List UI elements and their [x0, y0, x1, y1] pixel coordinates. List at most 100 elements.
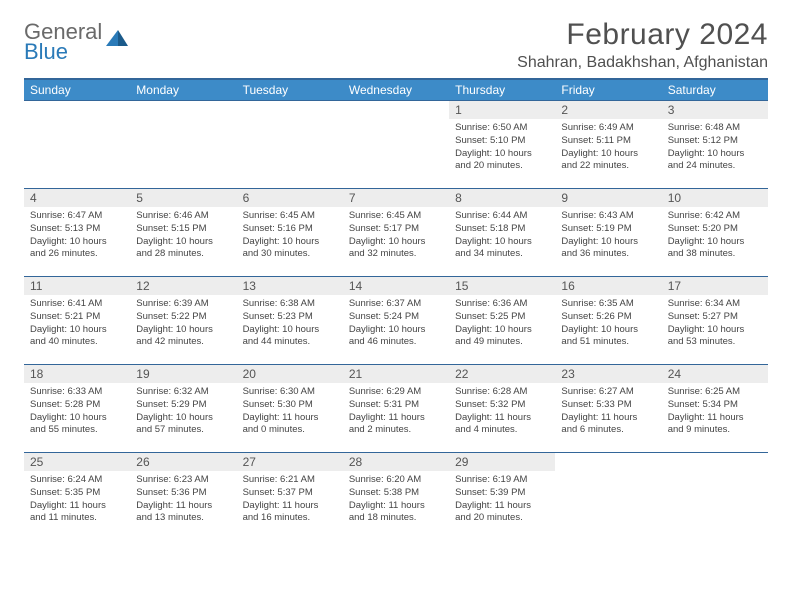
day-details: Sunrise: 6:46 AMSunset: 5:15 PMDaylight:…: [130, 207, 236, 265]
sunset-text: Sunset: 5:11 PM: [561, 135, 655, 148]
day-details: Sunrise: 6:30 AMSunset: 5:30 PMDaylight:…: [237, 383, 343, 441]
logo: General Blue: [24, 22, 130, 62]
calendar-cell: [237, 101, 343, 189]
day-details: Sunrise: 6:21 AMSunset: 5:37 PMDaylight:…: [237, 471, 343, 529]
day-number: 18: [24, 365, 130, 383]
day-details: Sunrise: 6:49 AMSunset: 5:11 PMDaylight:…: [555, 119, 661, 177]
day-details: Sunrise: 6:34 AMSunset: 5:27 PMDaylight:…: [662, 295, 768, 353]
sunrise-text: Sunrise: 6:19 AM: [455, 474, 549, 487]
logo-text: General Blue: [24, 22, 102, 62]
sunrise-text: Sunrise: 6:33 AM: [30, 386, 124, 399]
sunrise-text: Sunrise: 6:46 AM: [136, 210, 230, 223]
calendar-cell: 16Sunrise: 6:35 AMSunset: 5:26 PMDayligh…: [555, 277, 661, 365]
daylight-text: Daylight: 11 hours and 0 minutes.: [243, 412, 337, 438]
calendar-cell: [343, 101, 449, 189]
sunrise-text: Sunrise: 6:45 AM: [349, 210, 443, 223]
day-details: Sunrise: 6:44 AMSunset: 5:18 PMDaylight:…: [449, 207, 555, 265]
calendar-cell: 10Sunrise: 6:42 AMSunset: 5:20 PMDayligh…: [662, 189, 768, 277]
location: Shahran, Badakhshan, Afghanistan: [517, 54, 768, 72]
day-number: 27: [237, 453, 343, 471]
day-details: Sunrise: 6:43 AMSunset: 5:19 PMDaylight:…: [555, 207, 661, 265]
daylight-text: Daylight: 10 hours and 36 minutes.: [561, 236, 655, 262]
day-number: 14: [343, 277, 449, 295]
calendar-cell: 29Sunrise: 6:19 AMSunset: 5:39 PMDayligh…: [449, 453, 555, 537]
sunrise-text: Sunrise: 6:49 AM: [561, 122, 655, 135]
month-title: February 2024: [517, 18, 768, 52]
day-number: 1: [449, 101, 555, 119]
day-number: 13: [237, 277, 343, 295]
day-number: 2: [555, 101, 661, 119]
day-number: 19: [130, 365, 236, 383]
calendar-page: General Blue February 2024 Shahran, Bada…: [0, 0, 792, 555]
daylight-text: Daylight: 10 hours and 24 minutes.: [668, 148, 762, 174]
day-details: Sunrise: 6:19 AMSunset: 5:39 PMDaylight:…: [449, 471, 555, 529]
calendar-cell: 8Sunrise: 6:44 AMSunset: 5:18 PMDaylight…: [449, 189, 555, 277]
calendar-cell: 1Sunrise: 6:50 AMSunset: 5:10 PMDaylight…: [449, 101, 555, 189]
day-number: 20: [237, 365, 343, 383]
daylight-text: Daylight: 10 hours and 34 minutes.: [455, 236, 549, 262]
calendar-cell: 27Sunrise: 6:21 AMSunset: 5:37 PMDayligh…: [237, 453, 343, 537]
weekday-row: Sunday Monday Tuesday Wednesday Thursday…: [24, 79, 768, 101]
daylight-text: Daylight: 11 hours and 9 minutes.: [668, 412, 762, 438]
sunset-text: Sunset: 5:22 PM: [136, 311, 230, 324]
sunrise-text: Sunrise: 6:32 AM: [136, 386, 230, 399]
calendar-row: 1Sunrise: 6:50 AMSunset: 5:10 PMDaylight…: [24, 101, 768, 189]
weekday-header: Tuesday: [237, 79, 343, 101]
day-number: 8: [449, 189, 555, 207]
sunset-text: Sunset: 5:39 PM: [455, 487, 549, 500]
day-number: 10: [662, 189, 768, 207]
day-details: Sunrise: 6:36 AMSunset: 5:25 PMDaylight:…: [449, 295, 555, 353]
sunrise-text: Sunrise: 6:28 AM: [455, 386, 549, 399]
day-number: 21: [343, 365, 449, 383]
day-number: 22: [449, 365, 555, 383]
daylight-text: Daylight: 10 hours and 20 minutes.: [455, 148, 549, 174]
sunset-text: Sunset: 5:32 PM: [455, 399, 549, 412]
daylight-text: Daylight: 11 hours and 4 minutes.: [455, 412, 549, 438]
daylight-text: Daylight: 10 hours and 42 minutes.: [136, 324, 230, 350]
sunset-text: Sunset: 5:24 PM: [349, 311, 443, 324]
day-details: Sunrise: 6:33 AMSunset: 5:28 PMDaylight:…: [24, 383, 130, 441]
daylight-text: Daylight: 11 hours and 20 minutes.: [455, 500, 549, 526]
sunrise-text: Sunrise: 6:23 AM: [136, 474, 230, 487]
sunset-text: Sunset: 5:33 PM: [561, 399, 655, 412]
day-details: Sunrise: 6:39 AMSunset: 5:22 PMDaylight:…: [130, 295, 236, 353]
calendar-cell: 23Sunrise: 6:27 AMSunset: 5:33 PMDayligh…: [555, 365, 661, 453]
calendar-cell: 15Sunrise: 6:36 AMSunset: 5:25 PMDayligh…: [449, 277, 555, 365]
calendar-cell: 28Sunrise: 6:20 AMSunset: 5:38 PMDayligh…: [343, 453, 449, 537]
sunrise-text: Sunrise: 6:44 AM: [455, 210, 549, 223]
calendar-cell: 9Sunrise: 6:43 AMSunset: 5:19 PMDaylight…: [555, 189, 661, 277]
sunset-text: Sunset: 5:13 PM: [30, 223, 124, 236]
day-details: Sunrise: 6:20 AMSunset: 5:38 PMDaylight:…: [343, 471, 449, 529]
weekday-header: Sunday: [24, 79, 130, 101]
sunrise-text: Sunrise: 6:47 AM: [30, 210, 124, 223]
sunrise-text: Sunrise: 6:21 AM: [243, 474, 337, 487]
day-number: 17: [662, 277, 768, 295]
calendar-cell: 2Sunrise: 6:49 AMSunset: 5:11 PMDaylight…: [555, 101, 661, 189]
day-number: 12: [130, 277, 236, 295]
daylight-text: Daylight: 11 hours and 13 minutes.: [136, 500, 230, 526]
sunrise-text: Sunrise: 6:34 AM: [668, 298, 762, 311]
sunrise-text: Sunrise: 6:45 AM: [243, 210, 337, 223]
daylight-text: Daylight: 10 hours and 57 minutes.: [136, 412, 230, 438]
calendar-cell: 21Sunrise: 6:29 AMSunset: 5:31 PMDayligh…: [343, 365, 449, 453]
day-details: Sunrise: 6:48 AMSunset: 5:12 PMDaylight:…: [662, 119, 768, 177]
day-number: 24: [662, 365, 768, 383]
sunset-text: Sunset: 5:18 PM: [455, 223, 549, 236]
calendar-cell: [130, 101, 236, 189]
day-details: Sunrise: 6:41 AMSunset: 5:21 PMDaylight:…: [24, 295, 130, 353]
sunset-text: Sunset: 5:16 PM: [243, 223, 337, 236]
daylight-text: Daylight: 10 hours and 30 minutes.: [243, 236, 337, 262]
sunset-text: Sunset: 5:31 PM: [349, 399, 443, 412]
daylight-text: Daylight: 10 hours and 55 minutes.: [30, 412, 124, 438]
daylight-text: Daylight: 11 hours and 18 minutes.: [349, 500, 443, 526]
calendar-cell: 14Sunrise: 6:37 AMSunset: 5:24 PMDayligh…: [343, 277, 449, 365]
day-details: Sunrise: 6:50 AMSunset: 5:10 PMDaylight:…: [449, 119, 555, 177]
calendar-cell: [555, 453, 661, 537]
sunset-text: Sunset: 5:37 PM: [243, 487, 337, 500]
sunset-text: Sunset: 5:29 PM: [136, 399, 230, 412]
day-number: 11: [24, 277, 130, 295]
daylight-text: Daylight: 10 hours and 40 minutes.: [30, 324, 124, 350]
daylight-text: Daylight: 10 hours and 51 minutes.: [561, 324, 655, 350]
day-number: 16: [555, 277, 661, 295]
day-number: 25: [24, 453, 130, 471]
